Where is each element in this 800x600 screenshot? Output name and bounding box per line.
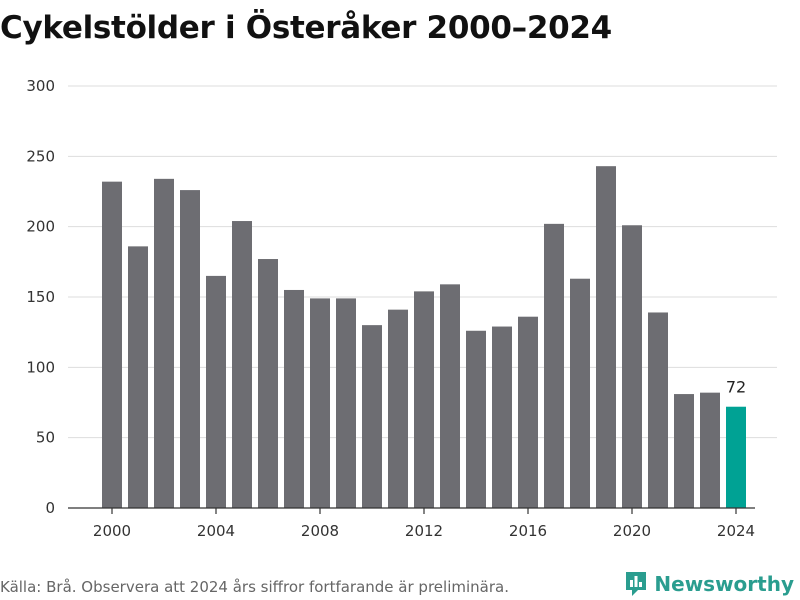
bar-2018[interactable] — [570, 278, 590, 508]
bar-2017[interactable] — [544, 223, 564, 508]
chart-title: Cykelstölder i Österåker 2000–2024 — [0, 10, 612, 46]
x-tick-label: 2008 — [301, 522, 339, 540]
bar-2011[interactable] — [388, 309, 408, 508]
bar-2022[interactable] — [674, 394, 694, 508]
x-tick-label: 2004 — [197, 522, 235, 540]
y-tick-label: 250 — [26, 147, 55, 165]
data-label-2024: 72 — [726, 378, 746, 397]
bar-2008[interactable] — [310, 298, 330, 508]
bar-2007[interactable] — [284, 289, 304, 508]
source-note: Källa: Brå. Observera att 2024 års siffr… — [0, 578, 509, 596]
bar-2004[interactable] — [206, 275, 226, 508]
x-tick-label: 2024 — [717, 522, 755, 540]
x-tick-label: 2012 — [405, 522, 443, 540]
bar-2009[interactable] — [336, 298, 356, 508]
bar-2014[interactable] — [466, 330, 486, 508]
bar-2003[interactable] — [180, 190, 200, 509]
labels: 0 50 100 150 200 250 300 72 2000 2004 2008 2012 2016… — [26, 77, 755, 540]
y-tick-label: 0 — [45, 499, 55, 517]
y-tick-label: 200 — [26, 218, 55, 236]
logo-text: Newsworthy — [654, 572, 794, 596]
x-tick-label: 2016 — [509, 522, 547, 540]
newsworthy-logo-icon — [626, 572, 647, 596]
bar-2002[interactable] — [154, 178, 174, 508]
bars — [102, 166, 746, 509]
bar-2000[interactable] — [102, 181, 122, 509]
bar-2024[interactable] — [726, 406, 746, 508]
axes — [68, 507, 755, 514]
y-tick-label: 300 — [26, 77, 55, 95]
bar-2012[interactable] — [414, 291, 434, 508]
bar-2013[interactable] — [440, 284, 460, 508]
bar-2006[interactable] — [258, 259, 278, 508]
bar-2016[interactable] — [518, 316, 538, 508]
bar-2015[interactable] — [492, 326, 512, 508]
x-tick-label: 2020 — [613, 522, 651, 540]
y-tick-label: 50 — [36, 429, 55, 447]
x-tick-label: 2000 — [93, 522, 131, 540]
brand-logo[interactable]: Newsworthy — [624, 570, 794, 598]
bar-2020[interactable] — [622, 225, 642, 508]
bar-2005[interactable] — [232, 221, 252, 509]
bar-2019[interactable] — [596, 166, 616, 508]
bar-2023[interactable] — [700, 392, 720, 508]
bar-2010[interactable] — [362, 325, 382, 508]
y-tick-label: 100 — [26, 358, 55, 376]
bar-2001[interactable] — [128, 246, 148, 509]
y-tick-label: 150 — [26, 288, 55, 306]
bar-2021[interactable] — [648, 312, 668, 508]
